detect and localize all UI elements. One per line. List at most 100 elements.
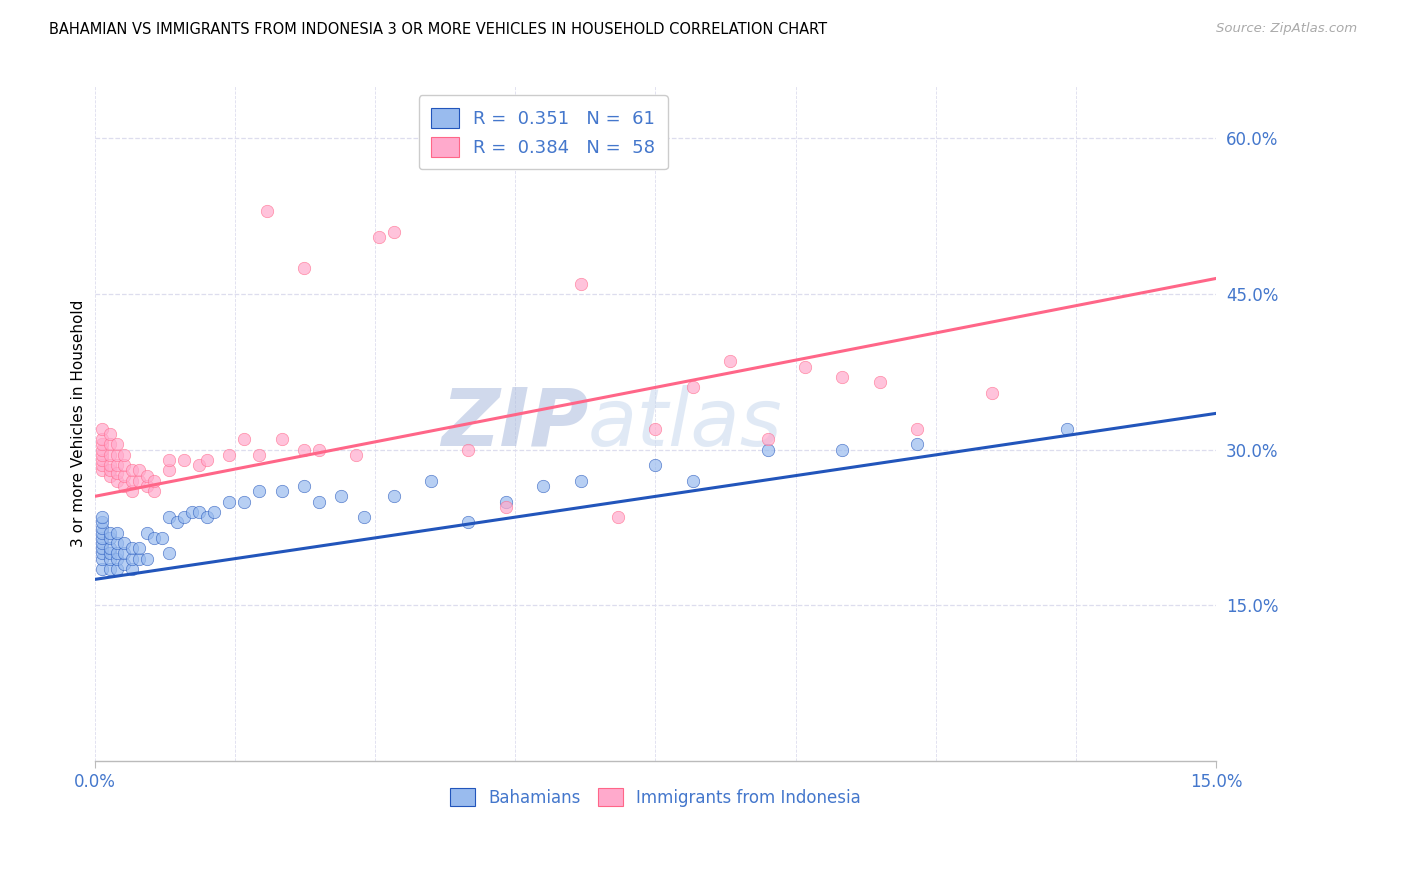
Point [105,466,128,480]
Legend: Bahamians, Immigrants from Indonesia: Bahamians, Immigrants from Indonesia [443,781,868,814]
Point [607,510,630,524]
Point [91,458,114,473]
Point [794,359,817,374]
Point [188,505,211,519]
Point [905,422,928,436]
Point [128,463,150,477]
Point [91,551,114,566]
Point [91,432,114,446]
Point [150,531,173,545]
Point [91,442,114,457]
Point [869,375,891,389]
Point [91,536,114,550]
Point [135,551,157,566]
Point [98,463,121,477]
Point [166,516,188,530]
Point [682,474,704,488]
Point [143,484,166,499]
Point [367,230,389,244]
Point [91,422,114,436]
Point [292,479,315,493]
Point [91,448,114,462]
Point [382,489,405,503]
Point [682,380,704,394]
Point [105,525,128,540]
Point [105,474,128,488]
Point [98,531,121,545]
Point [195,453,218,467]
Point [98,551,121,566]
Point [233,494,256,508]
Point [420,474,443,488]
Point [569,474,592,488]
Point [91,525,114,540]
Point [114,536,136,550]
Point [128,474,150,488]
Point [270,432,292,446]
Point [495,500,517,514]
Point [98,525,121,540]
Point [128,551,150,566]
Point [98,468,121,483]
Point [188,458,211,473]
Point [91,562,114,576]
Point [1056,422,1078,436]
Point [91,437,114,451]
Point [330,489,353,503]
Point [98,541,121,556]
Point [180,505,202,519]
Point [831,370,853,384]
Point [91,516,114,530]
Point [292,260,315,275]
Point [91,510,114,524]
Point [143,474,166,488]
Point [98,427,121,442]
Point [218,448,240,462]
Point [114,557,136,571]
Point [143,531,166,545]
Point [157,453,180,467]
Point [98,448,121,462]
Point [105,562,128,576]
Y-axis label: 3 or more Vehicles in Household: 3 or more Vehicles in Household [72,300,86,548]
Point [121,463,143,477]
Point [308,442,330,457]
Text: Source: ZipAtlas.com: Source: ZipAtlas.com [1216,22,1357,36]
Point [905,437,928,451]
Point [247,448,270,462]
Point [121,474,143,488]
Point [121,551,143,566]
Point [105,551,128,566]
Point [98,437,121,451]
Point [308,494,330,508]
Point [644,458,666,473]
Point [173,510,195,524]
Point [195,510,218,524]
Point [218,494,240,508]
Point [121,562,143,576]
Point [114,468,136,483]
Point [644,422,666,436]
Point [135,479,157,493]
Point [157,463,180,477]
Point [114,458,136,473]
Point [114,448,136,462]
Point [202,505,225,519]
Point [382,225,405,239]
Point [718,354,741,368]
Point [173,453,195,467]
Point [756,442,779,457]
Point [105,546,128,560]
Point [98,458,121,473]
Point [98,546,121,560]
Point [135,525,157,540]
Point [105,448,128,462]
Point [157,546,180,560]
Point [247,484,270,499]
Point [91,546,114,560]
Point [256,203,278,218]
Point [344,448,367,462]
Point [756,432,779,446]
Point [831,442,853,457]
Point [105,536,128,550]
